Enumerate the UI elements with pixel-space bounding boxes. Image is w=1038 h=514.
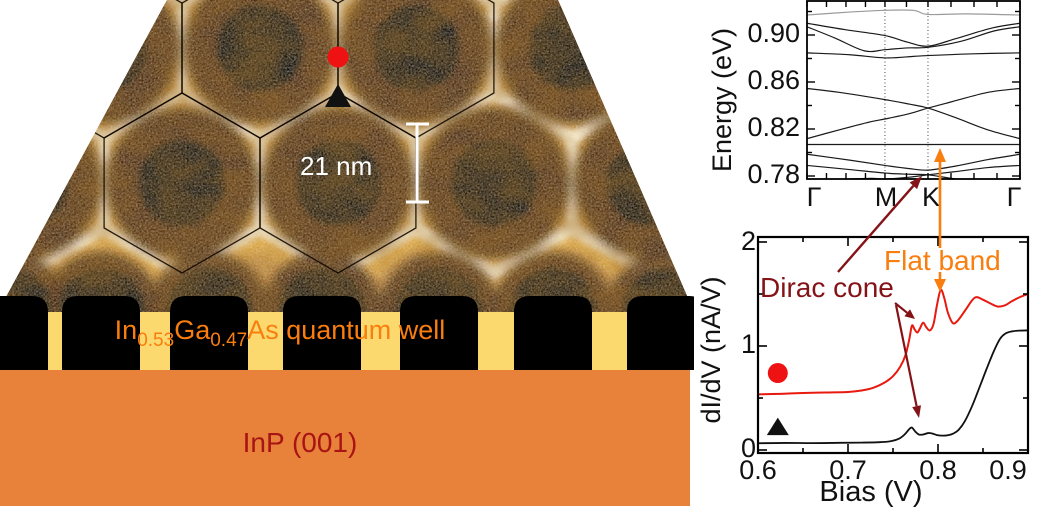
band-ytick-0.86: 0.86 (747, 65, 800, 95)
didv-xtick-0.9: 0.9 (989, 455, 1027, 485)
didv-xtick-0.7: 0.7 (829, 455, 867, 485)
qw-label-sub2: 0.47 (210, 330, 248, 351)
didv-ytick-1: 1 (740, 329, 756, 359)
site-marker-triangle (325, 84, 351, 107)
didv-xlabel: Bias (V) (819, 476, 923, 508)
didv-curves (757, 288, 1029, 445)
stm-topograph-panel (0, 0, 694, 506)
quantum-well-label: In0.53Ga0.47As quantum well (40, 315, 520, 352)
scale-bar-label: 21 nm (300, 151, 373, 181)
band-curves (807, 9, 1020, 179)
didv-xtick-0.8: 0.8 (919, 455, 957, 485)
band-xtick-gamma-right: Γ (1006, 182, 1022, 212)
band-ylabel: Energy (eV) (707, 27, 737, 173)
didv-ytick-0: 0 (740, 433, 756, 463)
didv-xtick-0.6: 0.6 (739, 455, 777, 485)
qw-label-pre: In (114, 315, 138, 345)
band-ytick-0.82: 0.82 (747, 112, 800, 142)
band-ytick-0.78: 0.78 (747, 159, 800, 189)
band-xtick-M: M (874, 182, 898, 212)
didv-ylabel: dI/dV (nA/V) (696, 276, 726, 424)
qw-label-sub1: 0.53 (137, 330, 175, 351)
inp-substrate-layer (0, 370, 690, 506)
band-xtick-K: K (921, 182, 940, 212)
substrate-label: InP (001) (242, 427, 358, 458)
band-ytick-0.90: 0.90 (747, 18, 800, 48)
qw-label-post: As quantum well (247, 315, 446, 345)
band-xtick-gamma-left: Γ (806, 182, 822, 212)
band-grid-lines (884, 2, 929, 178)
band-axis-ticks (806, 1, 1021, 179)
etched-pillars (0, 296, 694, 370)
qw-label-mid: Ga (174, 315, 211, 345)
didv-site-markers (766, 363, 789, 436)
band-axes-frame (806, 0, 1021, 180)
flat-band-annotation: Flat band (884, 245, 1001, 276)
site-marker-circle (327, 46, 349, 68)
scale-bar (406, 122, 429, 204)
band-structure-chart (806, 0, 1021, 180)
didv-ytick-2: 2 (740, 226, 756, 256)
dirac-cone-annotation: Dirac cone (760, 272, 894, 303)
